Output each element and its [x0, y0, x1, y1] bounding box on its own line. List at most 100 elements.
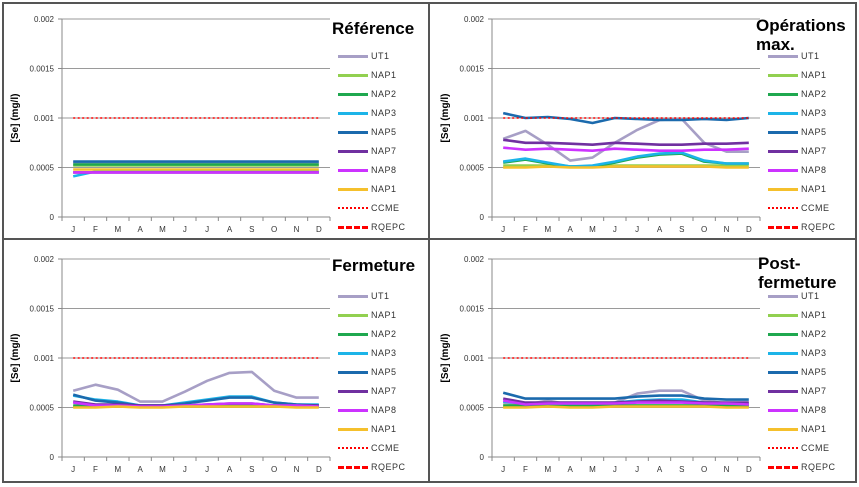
legend-swatch: [338, 427, 368, 431]
x-tick-label: O: [271, 225, 277, 234]
legend-item: NAP3: [768, 107, 827, 119]
x-tick-label: A: [657, 465, 663, 474]
legend-swatch: [768, 130, 798, 134]
x-tick-label: J: [613, 465, 617, 474]
legend-swatch: [338, 130, 368, 134]
legend-item: NAP3: [768, 347, 827, 359]
legend-label: UT1: [371, 51, 390, 61]
chart-title: Post-fermeture: [758, 254, 837, 292]
x-tick-label: M: [114, 465, 121, 474]
y-tick-label: 0.002: [464, 255, 485, 264]
x-tick-label: S: [679, 225, 684, 234]
legend-swatch: [338, 92, 368, 96]
x-tick-label: S: [249, 465, 254, 474]
x-tick-label: J: [205, 225, 209, 234]
legend-item: UT1: [338, 290, 390, 302]
legend-label: UT1: [371, 291, 390, 301]
chart-title: Référence: [332, 19, 415, 38]
legend-swatch: [768, 447, 798, 449]
line-chart: 0 0.0005 0.001 0.0015 0.002 J F M A M J J A S O N D [Se] …: [10, 255, 331, 474]
legend-swatch: [338, 465, 368, 469]
legend-item: NAP5: [768, 366, 827, 378]
legend-label: UT1: [801, 291, 820, 301]
y-tick-label: 0.0015: [460, 65, 485, 74]
x-tick-label: O: [271, 465, 277, 474]
chart-panel-post-fermeture: 0 0.0005 0.001 0.0015 0.002 J F M A M J J A S O N D [Se] …: [430, 240, 859, 480]
legend-label: NAP8: [371, 405, 397, 415]
y-tick-label: 0.0005: [30, 164, 55, 173]
legend-label: NAP2: [371, 89, 397, 99]
x-tick-label: M: [589, 225, 596, 234]
line-chart: 0 0.0005 0.001 0.0015 0.002 J F M A M J J A S O N D [Se] …: [10, 15, 331, 234]
x-tick-label: M: [544, 225, 551, 234]
legend-item: NAP1: [768, 183, 827, 195]
x-tick-label: O: [701, 225, 707, 234]
legend-swatch: [768, 427, 798, 431]
legend-item: CCME: [768, 442, 830, 454]
legend-item: NAP7: [768, 145, 827, 157]
y-tick-label: 0.0015: [30, 65, 55, 74]
y-tick-label: 0.001: [464, 114, 485, 123]
x-tick-label: J: [635, 225, 639, 234]
y-tick-label: 0.001: [34, 354, 55, 363]
legend-item: NAP2: [768, 328, 827, 340]
legend-swatch: [338, 54, 368, 58]
chart-panel-reference: 0 0.0005 0.001 0.0015 0.002 J F M A M J J A S O N D [Se] …: [0, 0, 429, 240]
x-tick-label: A: [567, 225, 573, 234]
x-tick-label: D: [316, 225, 322, 234]
series-line-nap5: [72, 393, 319, 407]
x-tick-label: F: [93, 225, 98, 234]
y-tick-label: 0.0005: [460, 404, 485, 413]
x-tick-label: J: [635, 465, 639, 474]
x-tick-label: M: [589, 465, 596, 474]
y-axis-label: [Se] (mg/l): [440, 94, 451, 143]
legend-item: CCME: [768, 202, 830, 214]
x-tick-label: A: [137, 225, 143, 234]
legend-swatch: [338, 187, 368, 191]
legend-swatch: [768, 370, 798, 374]
x-tick-label: D: [746, 225, 752, 234]
y-tick-label: 0.002: [34, 255, 55, 264]
legend-swatch: [768, 313, 798, 317]
x-tick-label: M: [159, 465, 166, 474]
chart-title: Fermeture: [332, 256, 416, 275]
legend-label: NAP5: [371, 367, 397, 377]
y-tick-label: 0.0005: [30, 404, 55, 413]
legend-swatch: [338, 447, 368, 449]
legend-label: NAP3: [371, 348, 397, 358]
legend-item: NAP8: [338, 164, 397, 176]
y-tick-label: 0.002: [464, 15, 485, 24]
legend-swatch: [338, 389, 368, 393]
series-line-ut1: [72, 370, 319, 403]
legend-item: NAP1: [338, 183, 397, 195]
legend-swatch: [768, 389, 798, 393]
legend-item: NAP3: [338, 347, 397, 359]
line-chart: 0 0.0005 0.001 0.0015 0.002 J F M A M J J A S O N D [Se] …: [440, 255, 761, 474]
x-tick-label: N: [724, 225, 730, 234]
chart-title: Opérations max.: [756, 16, 846, 54]
legend-swatch: [768, 73, 798, 77]
legend-swatch: [768, 408, 798, 412]
x-tick-label: M: [544, 465, 551, 474]
y-tick-label: 0.001: [464, 354, 485, 363]
legend-label: NAP1: [371, 310, 397, 320]
frame-border: [2, 2, 4, 483]
legend-swatch: [338, 332, 368, 336]
series-line-nap1: [503, 165, 749, 169]
x-tick-label: J: [501, 465, 505, 474]
x-tick-label: N: [294, 465, 300, 474]
legend-label: RQEPC: [801, 462, 836, 472]
legend-label: NAP8: [801, 405, 827, 415]
legend-label: NAP1: [371, 70, 397, 80]
legend-item: UT1: [768, 50, 820, 62]
y-tick-label: 0: [50, 213, 55, 222]
series-line-nap1: [503, 405, 749, 409]
legend-item: UT1: [768, 290, 820, 302]
legend-label: RQEPC: [371, 222, 406, 232]
legend-item: NAP1: [338, 69, 397, 81]
legend-label: NAP1: [371, 184, 397, 194]
y-axis-label: [Se] (mg/l): [440, 334, 451, 383]
y-tick-label: 0.0005: [460, 164, 485, 173]
legend-swatch: [338, 207, 368, 209]
legend-item: NAP8: [768, 404, 827, 416]
